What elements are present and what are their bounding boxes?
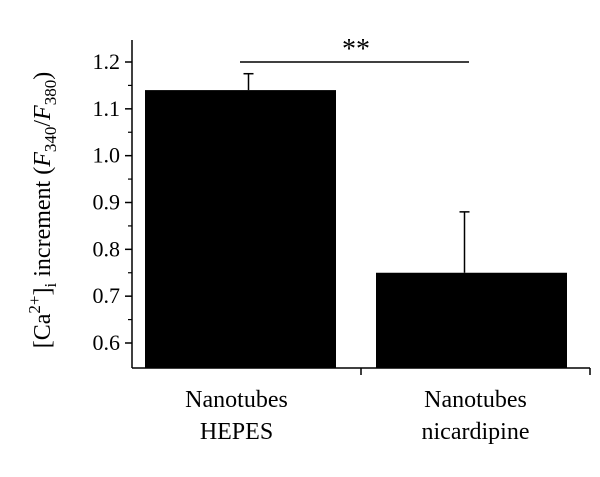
error-bars [243, 72, 470, 273]
category-label: Nanotubes HEPES [185, 387, 288, 445]
y-tick-label: 1.0 [93, 143, 121, 168]
bar [376, 272, 567, 368]
x-labels: Nanotubes HEPES Nanotubes nicardipine [185, 387, 529, 445]
significance-annotation: ** [240, 34, 469, 65]
y-tick-label: 0.6 [93, 330, 121, 355]
y-tick-label: 0.7 [93, 283, 121, 308]
bars [145, 90, 567, 368]
category-label: Nanotubes nicardipine [422, 387, 530, 445]
bar [145, 90, 336, 368]
y-tick-label: 1.2 [93, 49, 121, 74]
y-tick-label: 0.8 [93, 236, 121, 261]
y-tick-label: 0.9 [93, 190, 121, 215]
y-ticks: 0.6 0.7 0.8 0.9 1.0 1.1 1.2 [93, 49, 591, 375]
significance-stars: ** [342, 34, 370, 65]
y-tick-label: 1.1 [93, 96, 121, 121]
y-axis-label: [Ca2+]i increment (F340/F380) [25, 72, 60, 348]
